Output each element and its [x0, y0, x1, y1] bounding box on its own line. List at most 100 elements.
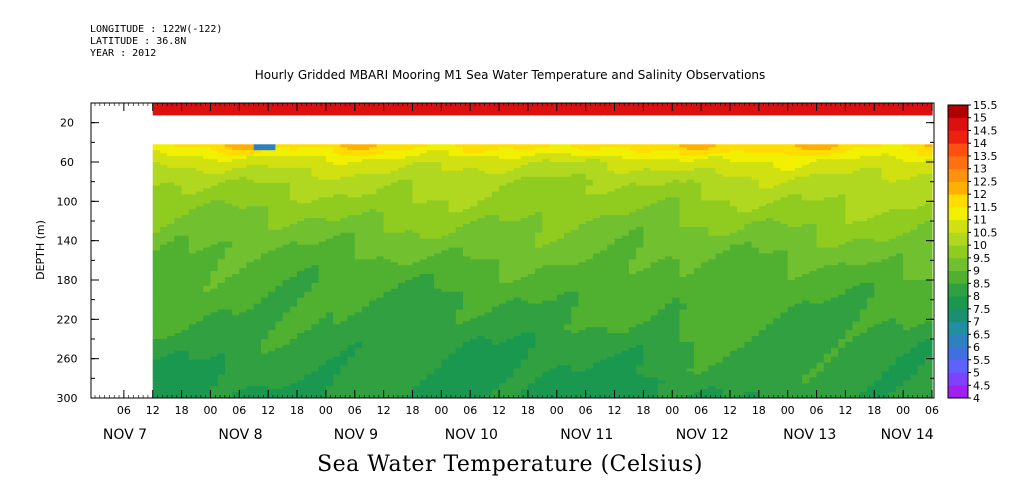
- heatmap-cell: [426, 294, 435, 299]
- heatmap-cell: [477, 368, 486, 373]
- heatmap-cell: [268, 294, 276, 299]
- heatmap-cell: [455, 383, 464, 387]
- heatmap-cell: [246, 244, 255, 249]
- heatmap-cell: [484, 377, 493, 381]
- heatmap-cell: [484, 212, 493, 216]
- heatmap-cell: [217, 156, 226, 160]
- heatmap-cell: [282, 359, 291, 364]
- heatmap-cell: [253, 170, 262, 175]
- heatmap-cell: [513, 268, 522, 272]
- heatmap-cell: [398, 291, 406, 296]
- heatmap-cell: [282, 315, 291, 319]
- heatmap-cell: [246, 389, 255, 393]
- heatmap-cell: [196, 359, 204, 364]
- heatmap-cell: [520, 374, 529, 378]
- heatmap-cell: [217, 250, 226, 255]
- heatmap-cell: [246, 167, 255, 172]
- heatmap-cell: [390, 356, 399, 361]
- heatmap-cell: [383, 105, 392, 110]
- heatmap-cell: [549, 105, 558, 110]
- heatmap-cell: [275, 383, 284, 387]
- heatmap-cell: [448, 253, 457, 257]
- heatmap-cell: [167, 318, 175, 322]
- heatmap-cell: [455, 144, 464, 148]
- heatmap-cell: [499, 395, 507, 398]
- heatmap-cell: [260, 274, 269, 278]
- heatmap-cell: [340, 336, 349, 340]
- heatmap-cell: [232, 182, 240, 187]
- heatmap-cell: [419, 250, 428, 255]
- heatmap-cell: [333, 206, 341, 210]
- heatmap-cell: [167, 356, 175, 361]
- heatmap-cell: [246, 347, 255, 352]
- heatmap-cell: [253, 185, 262, 190]
- heatmap-cell: [325, 111, 334, 116]
- heatmap-cell: [448, 188, 457, 193]
- heatmap-cell: [419, 111, 428, 116]
- heatmap-cell: [282, 188, 291, 193]
- heatmap-cell: [354, 153, 363, 157]
- heatmap-cell: [441, 333, 450, 337]
- heatmap-cell: [477, 277, 486, 281]
- heatmap-cell: [289, 371, 298, 375]
- heatmap-cell: [448, 108, 457, 113]
- heatmap-cell: [297, 218, 305, 222]
- heatmap-cell: [520, 156, 529, 160]
- heatmap-cell: [246, 221, 255, 225]
- heatmap-cell: [159, 200, 168, 204]
- heatmap-cell: [520, 250, 529, 255]
- heatmap-cell: [419, 221, 428, 225]
- heatmap-cell: [470, 291, 479, 296]
- heatmap-cell: [398, 374, 406, 378]
- heatmap-cell: [376, 153, 385, 157]
- heatmap-cell: [455, 291, 464, 296]
- heatmap-cell: [275, 153, 284, 157]
- heatmap-cell: [491, 182, 500, 187]
- heatmap-cell: [484, 383, 493, 387]
- heatmap-cell: [354, 221, 363, 225]
- heatmap-cell: [318, 318, 327, 322]
- heatmap-cell: [181, 256, 190, 260]
- heatmap-cell: [289, 256, 298, 260]
- heatmap-cell: [448, 347, 457, 352]
- heatmap-cell: [390, 259, 399, 263]
- heatmap-cell: [275, 265, 284, 269]
- heatmap-cell: [232, 359, 240, 364]
- heatmap-cell: [499, 274, 507, 278]
- heatmap-cell: [340, 238, 349, 243]
- heatmap-cell: [535, 315, 543, 319]
- heatmap-cell: [239, 277, 248, 281]
- heatmap-cell: [520, 185, 529, 190]
- heatmap-cell: [441, 218, 450, 222]
- heatmap-cell: [239, 150, 248, 154]
- heatmap-cell: [253, 173, 262, 178]
- heatmap-cell: [347, 306, 356, 311]
- heatmap-cell: [340, 374, 349, 378]
- heatmap-cell: [297, 330, 305, 334]
- heatmap-cell: [318, 392, 327, 396]
- heatmap-cell: [297, 223, 305, 228]
- heatmap-cell: [347, 327, 356, 331]
- heatmap-cell: [455, 253, 464, 257]
- heatmap-cell: [203, 179, 212, 184]
- heatmap-cell: [405, 371, 414, 375]
- heatmap-cell: [174, 306, 183, 311]
- heatmap-cell: [224, 300, 233, 305]
- heatmap-cell: [188, 170, 197, 175]
- heatmap-cell: [232, 347, 240, 352]
- heatmap-cell: [535, 259, 543, 263]
- heatmap-cell: [513, 315, 522, 319]
- heatmap-cell: [239, 365, 248, 370]
- heatmap-cell: [325, 280, 334, 284]
- heatmap-cell: [369, 209, 378, 213]
- heatmap-cell: [527, 380, 536, 384]
- heatmap-cell: [484, 312, 493, 316]
- heatmap-cell: [340, 274, 349, 278]
- heatmap-cell: [333, 300, 341, 305]
- heatmap-cell: [535, 303, 543, 308]
- heatmap-cell: [542, 226, 551, 231]
- heatmap-cell: [419, 185, 428, 190]
- heatmap-cell: [470, 256, 479, 260]
- heatmap-cell: [289, 223, 298, 228]
- heatmap-cell: [398, 206, 406, 210]
